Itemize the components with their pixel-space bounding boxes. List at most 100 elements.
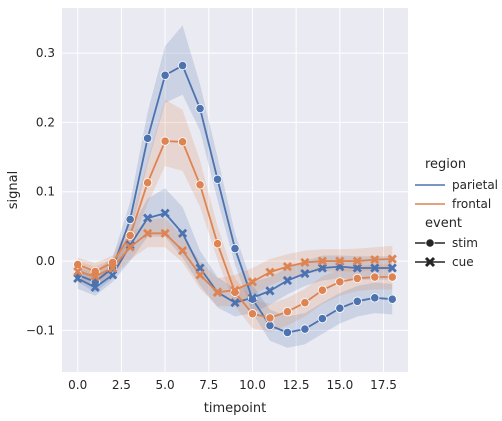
frontal-stim-point bbox=[282, 307, 293, 317]
frontal-cue-point bbox=[195, 270, 205, 280]
parietal-cue-point bbox=[73, 273, 83, 283]
frontal-cue-point bbox=[265, 267, 275, 277]
legend-cue-marker bbox=[424, 256, 436, 268]
frontal-cue-point bbox=[90, 271, 100, 281]
frontal-cue-point bbox=[73, 266, 83, 277]
frontal-stim-point bbox=[230, 287, 240, 297]
parietal-stim-point bbox=[370, 293, 380, 303]
frontal-cue-point bbox=[247, 277, 258, 287]
parietal-stim-point bbox=[352, 296, 362, 306]
parietal-stim-point bbox=[125, 214, 135, 225]
frontal-cue-point bbox=[370, 255, 380, 265]
frontal-cue-point bbox=[108, 263, 118, 273]
frontal-stim-point bbox=[195, 180, 205, 190]
frontal-stim-point bbox=[317, 285, 327, 295]
frontal-cue-point bbox=[335, 256, 345, 266]
frontal-cue-point bbox=[317, 256, 327, 266]
parietal-stim-point bbox=[230, 243, 240, 254]
frontal-cue-point bbox=[125, 242, 135, 252]
parietal-cue-point bbox=[387, 263, 397, 273]
parietal-cue-point bbox=[247, 293, 258, 303]
parietal-stim-point bbox=[300, 324, 310, 334]
frontal-cue-point bbox=[387, 254, 397, 264]
x-tick-labels: 0.0 2.5 5.0 7.5 10.0 12.5 15.0 17.5 bbox=[68, 378, 397, 392]
x-tick-label: 10.0 bbox=[239, 378, 266, 392]
x-tick-label: 7.5 bbox=[199, 378, 218, 392]
parietal-cue-point bbox=[125, 240, 135, 250]
y-tick-label: −0.1 bbox=[26, 323, 55, 337]
frontal-cue-point bbox=[160, 228, 170, 238]
parietal-cue-point bbox=[230, 298, 240, 308]
frontal-stim-point bbox=[177, 137, 188, 147]
parietal-stim-point bbox=[177, 60, 188, 71]
frontal-stim-point bbox=[212, 239, 223, 249]
y-tick-label: 0.3 bbox=[36, 46, 55, 60]
x-tick-label: 0.0 bbox=[68, 378, 87, 392]
frontal-stim-point bbox=[73, 259, 83, 270]
frontal-cue-point bbox=[300, 257, 310, 268]
frontal-stim-ci-band bbox=[77, 99, 393, 332]
frontal-stim-point bbox=[387, 272, 397, 282]
parietal-cue-point bbox=[300, 268, 310, 279]
legend-stim-marker bbox=[425, 238, 435, 248]
parietal-stim-point bbox=[195, 103, 205, 114]
y-tick-label: 0.1 bbox=[36, 185, 55, 199]
legend-label-parietal: parietal bbox=[452, 178, 498, 192]
parietal-stim-point bbox=[212, 174, 223, 184]
frontal-stim-point bbox=[352, 273, 362, 283]
legend-label-cue: cue bbox=[452, 255, 474, 269]
frontal-cue-point bbox=[143, 228, 153, 238]
x-axis-label: timepoint bbox=[204, 401, 267, 416]
frontal-stim-point bbox=[370, 272, 380, 282]
frontal-cue-point bbox=[212, 287, 223, 297]
parietal-cue-point bbox=[195, 263, 205, 273]
frontal-stim-point bbox=[300, 298, 310, 308]
parietal-stim-point bbox=[335, 303, 345, 313]
x-tick-label: 17.5 bbox=[370, 378, 397, 392]
frontal-cue-point bbox=[177, 246, 188, 256]
legend-label-stim: stim bbox=[452, 236, 478, 250]
parietal-cue-point bbox=[352, 263, 362, 273]
frontal-cue-ci-band bbox=[77, 218, 393, 307]
parietal-cue-point bbox=[143, 213, 153, 223]
parietal-cue-point bbox=[108, 270, 118, 280]
frontal-cue-point bbox=[230, 285, 240, 295]
frontal-stim-point bbox=[265, 313, 275, 323]
parietal-cue-point bbox=[282, 275, 293, 286]
x-tick-label: 5.0 bbox=[156, 378, 175, 392]
frontal-stim-point bbox=[125, 230, 135, 241]
parietal-stim-point bbox=[317, 314, 327, 324]
frontal-stim-point bbox=[247, 309, 258, 319]
parietal-cue-point bbox=[160, 208, 170, 218]
parietal-cue-point bbox=[177, 228, 188, 238]
parietal-stim-point bbox=[143, 133, 153, 143]
y-tick-labels: −0.1 0.0 0.1 0.2 0.3 bbox=[26, 46, 55, 337]
frontal-stim-point bbox=[335, 277, 345, 287]
frontal-stim-point bbox=[160, 136, 170, 146]
parietal-stim-point bbox=[160, 70, 170, 80]
parietal-stim-point bbox=[265, 320, 275, 331]
x-tick-label: 15.0 bbox=[326, 378, 353, 392]
y-tick-label: 0.0 bbox=[36, 254, 55, 268]
frontal-cue-point bbox=[282, 262, 293, 272]
x-tick-label: 2.5 bbox=[112, 378, 131, 392]
parietal-cue-point bbox=[317, 263, 327, 273]
y-tick-label: 0.2 bbox=[36, 115, 55, 129]
legend-label-frontal: frontal bbox=[452, 197, 491, 211]
parietal-cue-point bbox=[90, 282, 100, 293]
parietal-cue-ci-band bbox=[77, 188, 393, 317]
legend: region parietal frontal event stim cue bbox=[415, 157, 498, 269]
parietal-cue-point bbox=[265, 286, 275, 296]
legend-title-region: region bbox=[425, 157, 466, 172]
x-tick-label: 12.5 bbox=[283, 378, 310, 392]
legend-title-event: event bbox=[425, 216, 462, 231]
plot-area-background bbox=[62, 8, 408, 372]
parietal-cue-point bbox=[370, 263, 380, 273]
frontal-stim-point bbox=[143, 178, 153, 188]
parietal-stim-point bbox=[282, 327, 293, 338]
y-axis-label: signal bbox=[6, 171, 21, 209]
parietal-stim-point bbox=[387, 294, 397, 304]
series-markers bbox=[73, 60, 397, 338]
frontal-cue-point bbox=[352, 256, 362, 266]
